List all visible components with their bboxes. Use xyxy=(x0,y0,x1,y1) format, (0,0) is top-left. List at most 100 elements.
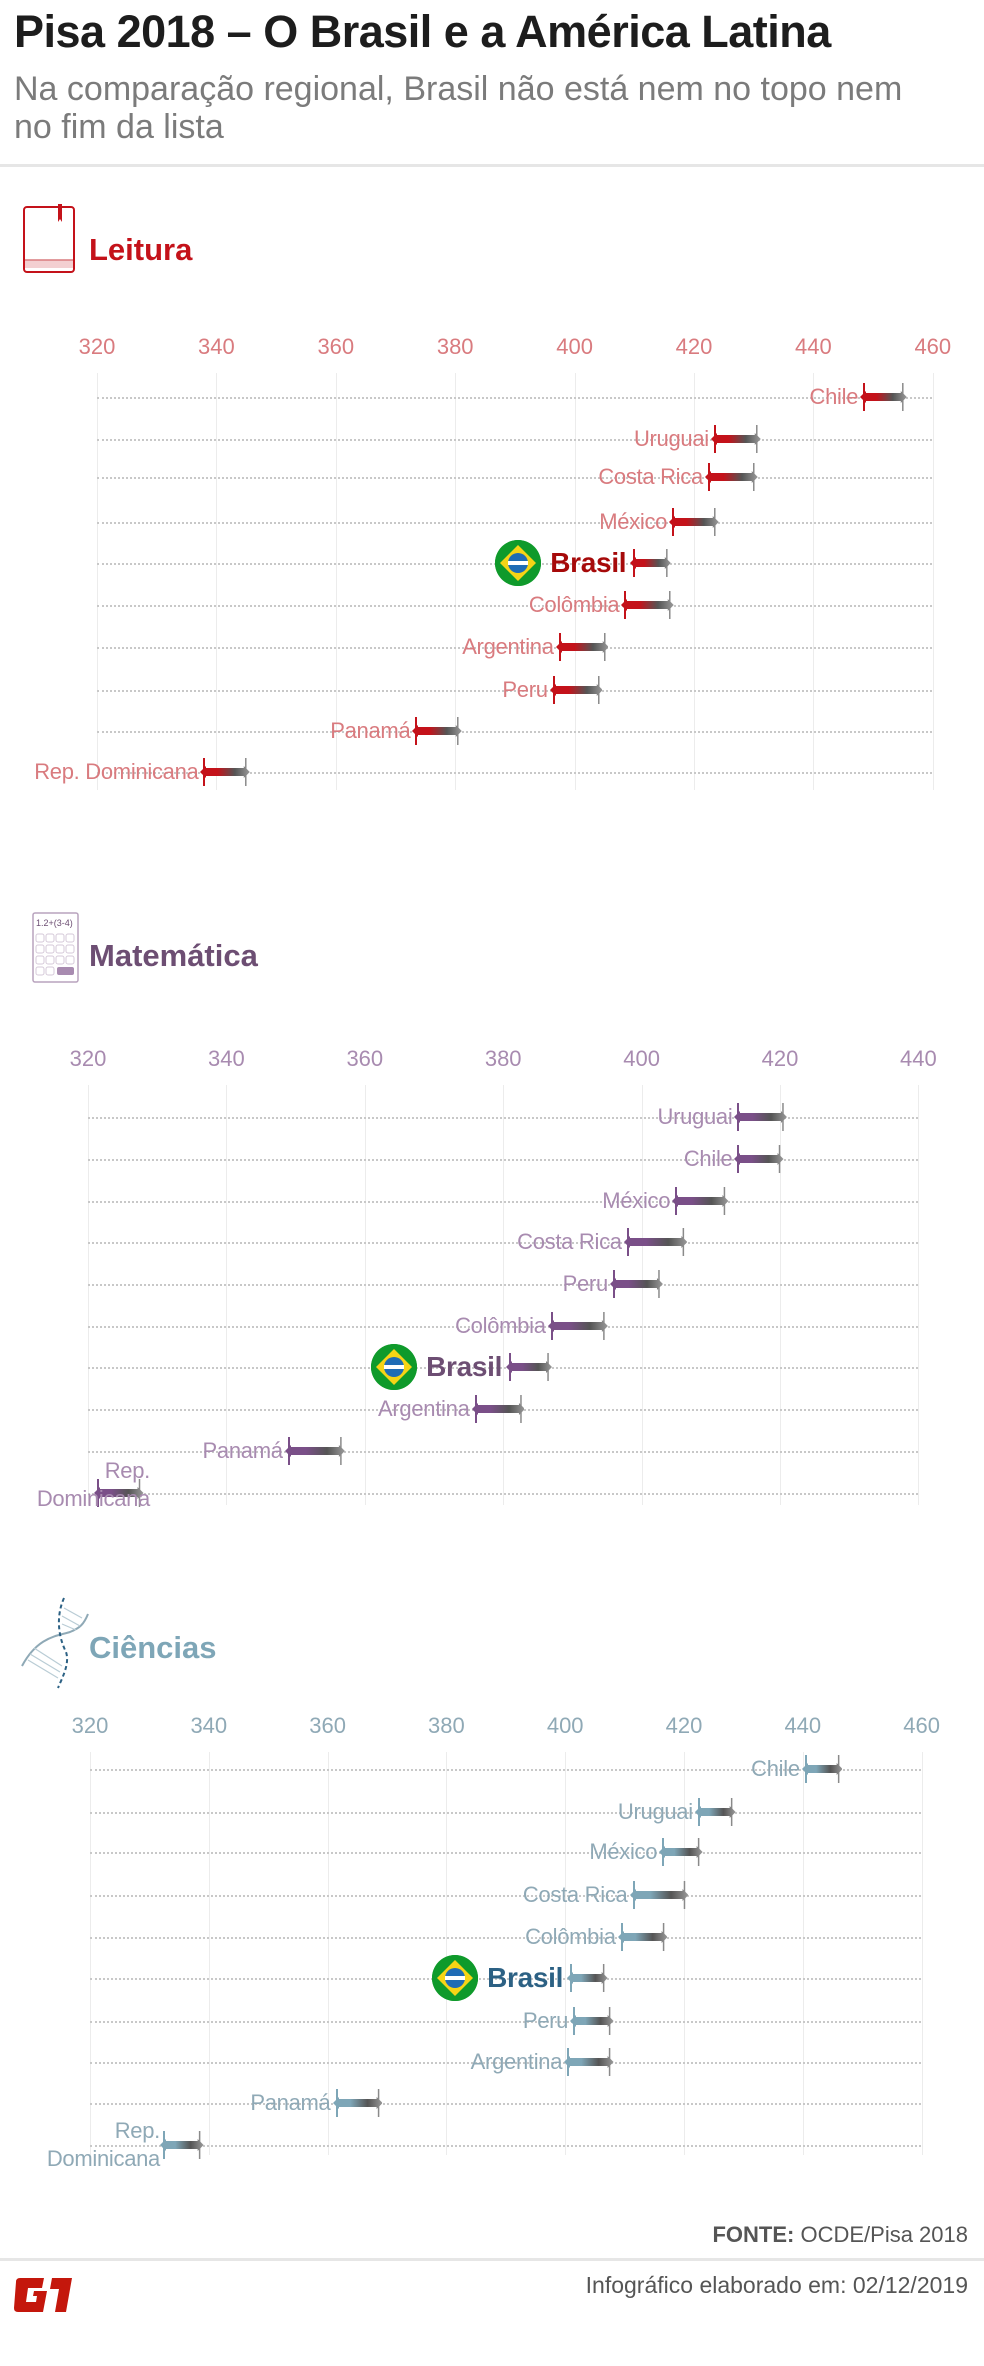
vertical-gridline xyxy=(455,373,457,790)
horizontal-gridline xyxy=(97,605,932,607)
country-label: Costa Rica xyxy=(517,1229,622,1254)
country-label-line: Rep. xyxy=(104,1458,151,1483)
range-arrow xyxy=(672,1186,729,1216)
range-arrow xyxy=(200,757,251,787)
range-arrow xyxy=(704,462,758,492)
vertical-gridline xyxy=(327,1752,329,2155)
vertical-gridline xyxy=(641,1085,643,1505)
axis-tick-label: 360 xyxy=(317,334,355,359)
horizontal-gridline xyxy=(90,1769,921,1771)
axis-tick-label: 360 xyxy=(346,1046,384,1071)
vertical-gridline xyxy=(364,1085,366,1505)
horizontal-gridline xyxy=(97,731,932,733)
axis-tick-label: 340 xyxy=(208,1046,245,1071)
range-arrow xyxy=(669,507,719,537)
country-label: Panamá xyxy=(202,1438,283,1463)
vertical-gridline xyxy=(97,373,98,790)
country-label: Chile xyxy=(809,384,859,409)
horizontal-gridline xyxy=(97,522,932,524)
range-arrow xyxy=(609,1269,663,1299)
vertical-gridline xyxy=(90,1752,91,2155)
range-arrow xyxy=(471,1394,525,1424)
range-arrow xyxy=(547,1311,608,1341)
country-label: Argentina xyxy=(462,634,554,659)
vertical-gridline xyxy=(565,1752,567,2155)
axis-tick-label: 440 xyxy=(795,334,832,359)
range-arrow xyxy=(623,1227,688,1257)
dna-icon xyxy=(18,1596,102,1695)
section-title-ciencias: Ciências xyxy=(89,1630,217,1665)
axis-tick-label: 460 xyxy=(903,1713,940,1738)
axis-tick-label: 340 xyxy=(190,1713,228,1738)
country-label: Rep. Dominicana xyxy=(34,759,199,784)
country-label: México xyxy=(602,1188,671,1213)
range-arrow xyxy=(570,2006,614,2036)
range-arrow xyxy=(567,1963,608,1993)
date-note: Infográfico elaborado em: 02/12/2019 xyxy=(585,2272,968,2298)
country-label: Uruguai xyxy=(617,1799,693,1824)
vertical-gridline xyxy=(921,1752,923,2155)
range-arrow xyxy=(734,1102,788,1132)
range-arrow xyxy=(629,1880,688,1910)
vertical-gridline xyxy=(446,1752,448,2155)
horizontal-gridline xyxy=(88,1201,918,1203)
vertical-gridline xyxy=(918,1085,920,1505)
horizontal-gridline xyxy=(97,690,932,692)
range-arrow xyxy=(694,1797,736,1827)
country-label: Colômbia xyxy=(455,1313,546,1338)
axis-tick-label: 460 xyxy=(914,334,952,359)
vertical-gridline xyxy=(88,1085,89,1505)
country-label: Panamá xyxy=(250,2090,331,2115)
horizontal-gridline xyxy=(90,1978,921,1980)
axis-tick-label: 380 xyxy=(436,334,474,359)
country-label: Peru xyxy=(522,2008,569,2033)
vertical-gridline xyxy=(813,373,815,790)
vertical-gridline xyxy=(226,1085,228,1505)
brazil-flag-icon xyxy=(495,540,542,586)
axis-tick-label: 320 xyxy=(69,1046,107,1071)
axis-tick-label: 400 xyxy=(623,1046,660,1071)
source-note: FONTE: OCDE/Pisa 2018 xyxy=(712,2222,968,2248)
vertical-gridline xyxy=(932,373,934,790)
vertical-gridline xyxy=(802,1752,804,2155)
range-arrow xyxy=(555,632,609,662)
country-label: Rep. Dominicana xyxy=(37,1457,150,1513)
brazil-flag-icon xyxy=(432,1955,479,2001)
g1-logo xyxy=(14,2276,74,2319)
country-label-line: Dominicana xyxy=(46,2146,160,2171)
horizontal-gridline xyxy=(88,1367,918,1369)
range-arrow xyxy=(284,1436,345,1466)
range-arrow xyxy=(549,675,603,705)
axis-tick-label: 380 xyxy=(428,1713,465,1738)
horizontal-gridline xyxy=(90,1937,921,1939)
country-label: México xyxy=(599,509,668,534)
country-label-line: Dominicana xyxy=(36,1486,150,1511)
country-label: Colômbia xyxy=(528,592,620,617)
horizontal-gridline xyxy=(90,2021,921,2023)
country-label: Argentina xyxy=(470,2049,563,2074)
axis-tick-label: 400 xyxy=(546,1713,584,1738)
range-arrow xyxy=(94,1478,144,1508)
country-label: Colômbia xyxy=(525,1924,616,1949)
book-icon xyxy=(22,204,78,281)
horizontal-gridline xyxy=(97,647,932,649)
country-label-brasil: Brasil xyxy=(550,547,627,578)
svg-text:1.2+(3-4): 1.2+(3-4) xyxy=(36,918,73,928)
vertical-gridline xyxy=(216,373,218,790)
source-label: FONTE: xyxy=(712,2222,795,2247)
vertical-gridline xyxy=(684,1752,685,2155)
vertical-gridline xyxy=(694,373,695,790)
horizontal-gridline xyxy=(97,439,932,441)
header-divider xyxy=(0,164,984,167)
axis-tick-label: 380 xyxy=(484,1046,522,1071)
range-arrow xyxy=(734,1144,784,1174)
horizontal-gridline xyxy=(90,2062,921,2064)
vertical-gridline xyxy=(503,1085,505,1505)
section-title-matematica: Matemática xyxy=(89,938,258,973)
axis-tick-label: 400 xyxy=(556,334,593,359)
horizontal-gridline xyxy=(88,1451,918,1453)
horizontal-gridline xyxy=(90,2145,921,2147)
range-arrow xyxy=(412,716,463,746)
vertical-gridline xyxy=(574,373,576,790)
calculator-icon: 1.2+(3-4) xyxy=(32,912,80,989)
